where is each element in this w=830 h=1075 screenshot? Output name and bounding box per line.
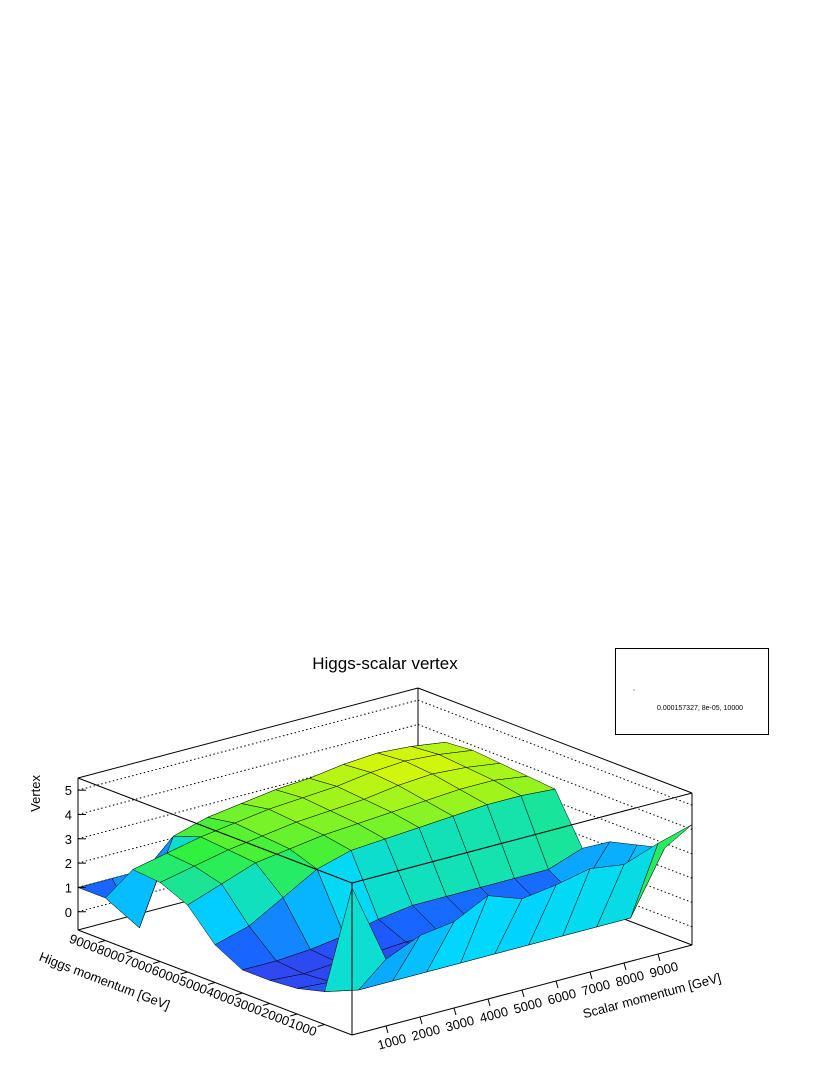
grid-line [77, 699, 419, 791]
x-tick [453, 1007, 457, 1016]
y-tick [98, 940, 106, 943]
z-tick-label: 0 [65, 905, 72, 920]
box-edge [77, 687, 419, 779]
x-tick-label: 2000 [410, 1022, 442, 1044]
grid-line [417, 699, 693, 806]
x-tick-label: 4000 [478, 1004, 510, 1026]
z-tick-label: 4 [65, 807, 72, 822]
y-tick [262, 1003, 270, 1006]
z-tick-label: 1 [65, 880, 72, 895]
z-tick-label: 3 [65, 832, 72, 847]
stats-marker [633, 689, 635, 691]
grid-line [77, 723, 419, 815]
x-tick [419, 1016, 423, 1025]
y-tick [317, 1024, 325, 1027]
box-edge [417, 687, 693, 794]
x-tick [657, 953, 661, 962]
x-tick [521, 989, 525, 998]
x-tick [589, 971, 593, 980]
box-edge [77, 777, 353, 884]
y-tick [235, 992, 243, 996]
x-tick [487, 998, 491, 1007]
stats-box [615, 648, 769, 735]
x-tick-label: 6000 [546, 986, 578, 1008]
x-tick [385, 1025, 389, 1034]
box-edge [351, 792, 693, 884]
y-tick [125, 950, 133, 954]
x-tick-label: 8000 [614, 968, 646, 990]
x-tick-label: 9000 [648, 959, 680, 981]
z-tick-label: 2 [65, 856, 72, 871]
x-tick-label: 3000 [444, 1013, 476, 1035]
x-tick [623, 962, 627, 971]
x-tick-label: 5000 [512, 995, 544, 1017]
x-tick-label: 7000 [580, 977, 612, 999]
y-tick [180, 971, 188, 975]
z-tick-label: 5 [65, 783, 72, 798]
chart-title: Higgs-scalar vertex [312, 654, 458, 673]
surface-cell [324, 887, 387, 992]
x-tick [555, 980, 559, 989]
y-tick [153, 961, 161, 964]
z-axis-title: Vertex [28, 775, 43, 812]
y-tick [290, 1013, 298, 1017]
x-tick-label: 1000 [376, 1031, 408, 1053]
grid-line [417, 724, 693, 830]
y-tick [207, 982, 216, 985]
stats-text: 0.000157327, 8e-05, 10000 [657, 705, 743, 712]
